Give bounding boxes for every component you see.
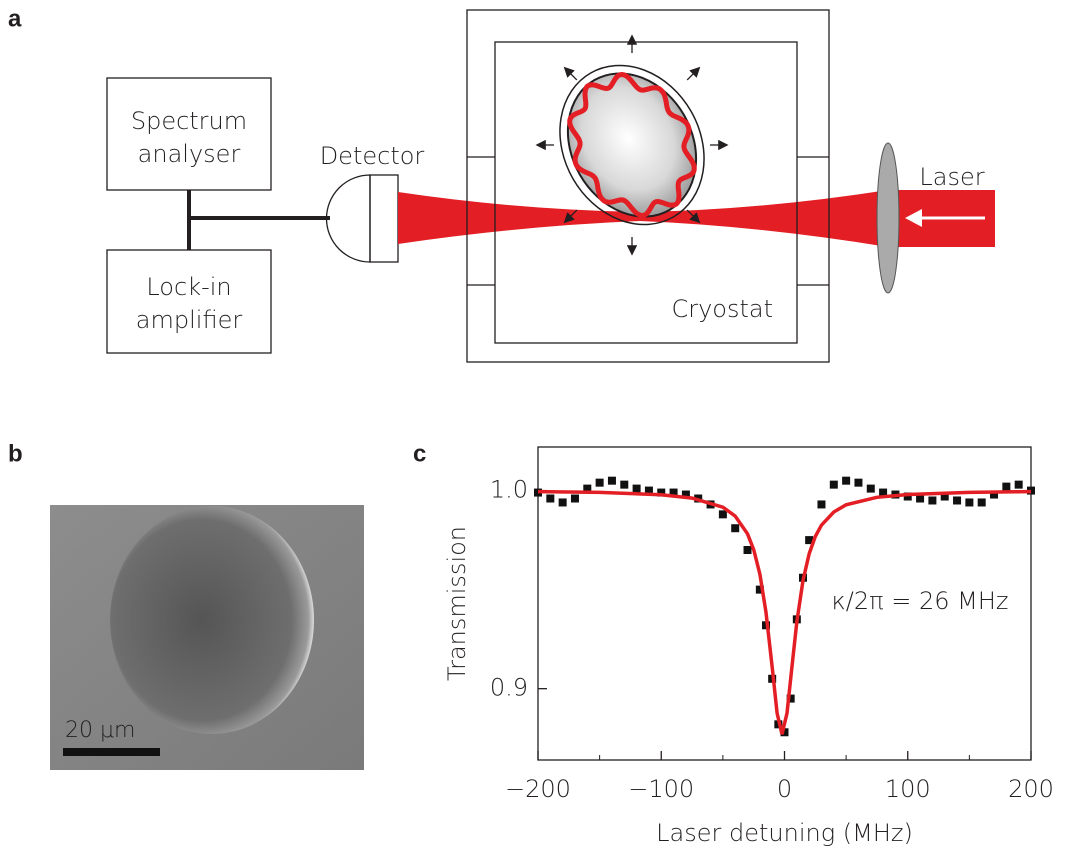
data-point bbox=[854, 479, 862, 487]
data-point bbox=[633, 485, 641, 493]
arrow bbox=[687, 69, 698, 80]
figure: a b c Spectrum analyser Lock-in amplifie… bbox=[0, 0, 1074, 849]
data-point bbox=[965, 498, 973, 506]
label: Lock-in bbox=[146, 273, 231, 301]
x-axis-label: Laser detuning (MHz) bbox=[656, 819, 913, 847]
y-tick-label: 0.9 bbox=[490, 674, 528, 702]
data-point bbox=[596, 479, 604, 487]
x-tick-label: 200 bbox=[1008, 775, 1054, 803]
data-point bbox=[608, 477, 616, 485]
data-point bbox=[842, 477, 850, 485]
data-point bbox=[867, 485, 875, 493]
arrow bbox=[566, 69, 577, 80]
data-point bbox=[817, 500, 825, 508]
x-tick-label: −200 bbox=[505, 775, 571, 803]
panel-label: a bbox=[8, 5, 22, 32]
panel-label: c bbox=[413, 440, 426, 467]
label: analyser bbox=[138, 140, 241, 168]
data-point bbox=[830, 481, 838, 489]
scale-label: 20 μm bbox=[65, 718, 135, 743]
label: Detector bbox=[320, 142, 425, 170]
annotation: κ/2π = 26 MHz bbox=[832, 587, 1009, 615]
page: {"panel_labels": ["a", "b", "c"], "diagr… bbox=[0, 0, 1074, 849]
label: Cryostat bbox=[671, 295, 773, 323]
cable bbox=[189, 190, 330, 250]
label: amplifier bbox=[136, 306, 243, 334]
panel-label: b bbox=[8, 440, 23, 467]
microsphere bbox=[110, 506, 314, 734]
data-point bbox=[928, 496, 936, 504]
label: Laser bbox=[919, 163, 984, 191]
data-point bbox=[953, 496, 961, 504]
data-point bbox=[559, 498, 567, 506]
data-point bbox=[571, 495, 579, 503]
label: Spectrum bbox=[131, 107, 247, 135]
data-point bbox=[731, 524, 739, 532]
data-point bbox=[546, 495, 554, 503]
data-point bbox=[620, 481, 628, 489]
detector bbox=[327, 175, 371, 262]
x-tick-label: −100 bbox=[628, 775, 694, 803]
lens bbox=[877, 143, 899, 293]
scale-bar bbox=[63, 748, 160, 756]
data-point bbox=[1015, 481, 1023, 489]
data-point bbox=[978, 498, 986, 506]
data-point bbox=[744, 546, 752, 554]
detector bbox=[370, 175, 398, 262]
lockin-box bbox=[107, 250, 271, 353]
y-axis-label: Transmission bbox=[443, 526, 471, 681]
data-point bbox=[1002, 483, 1010, 491]
plot: −200 −100 0 100 200 1.0 0.9 Laser detuning (MHz… bbox=[443, 447, 1054, 847]
x-tick-label: 100 bbox=[885, 775, 931, 803]
data-point bbox=[719, 510, 727, 518]
y-tick-label: 1.0 bbox=[490, 476, 528, 504]
x-tick-label: 0 bbox=[777, 775, 792, 803]
